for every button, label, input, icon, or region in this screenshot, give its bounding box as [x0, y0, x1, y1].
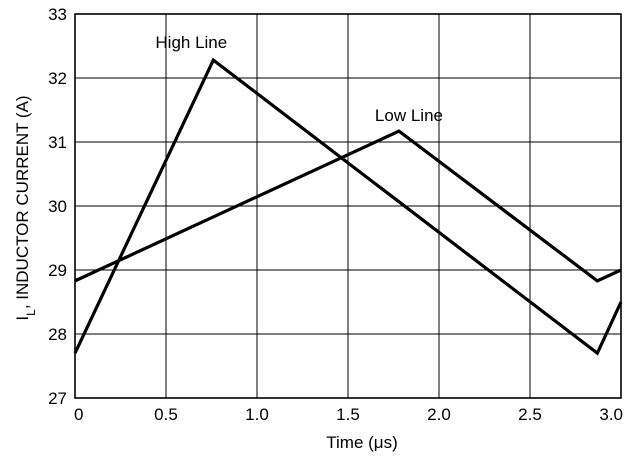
x-tick-label: 2.0: [427, 405, 451, 424]
x-tick-label: 0: [74, 405, 83, 424]
x-tick-label: 0.5: [154, 405, 178, 424]
x-tick-label: 1.0: [245, 405, 269, 424]
y-tick-label: 30: [48, 197, 67, 216]
series-label-high-line: High Line: [155, 33, 227, 52]
grid: [75, 14, 621, 398]
plot-frame: [74, 13, 622, 399]
y-axis-title-text: , INDUCTOR CURRENT (A): [13, 95, 32, 309]
series-line-low-line: [74, 129, 622, 283]
y-tick-label: 31: [48, 133, 67, 152]
y-tick-label: 27: [48, 389, 67, 408]
y-tick-label: 32: [48, 69, 67, 88]
y-tick-label: 33: [48, 5, 67, 24]
y-tick-label: 28: [48, 325, 67, 344]
y-axis-title: IL, INDUCTOR CURRENT (A): [13, 95, 38, 320]
tick-labels: 0 0.5 1.0 1.5 2.0 2.5 3.0 27 28 29 30 31 32 33: [48, 5, 623, 424]
y-tick-label: 29: [48, 261, 67, 280]
x-axis-title: Time (μs): [326, 433, 398, 452]
x-tick-label: 2.5: [518, 405, 542, 424]
x-tick-label: 1.5: [336, 405, 360, 424]
series-line-high-line: [73, 57, 623, 356]
x-tick-label: 3.0: [599, 405, 623, 424]
series-label-low-line: Low Line: [375, 106, 443, 125]
series-layer: [73, 57, 623, 356]
y-axis-title-symbol: I: [13, 316, 32, 321]
y-axis-title-subscript: L: [24, 309, 38, 316]
